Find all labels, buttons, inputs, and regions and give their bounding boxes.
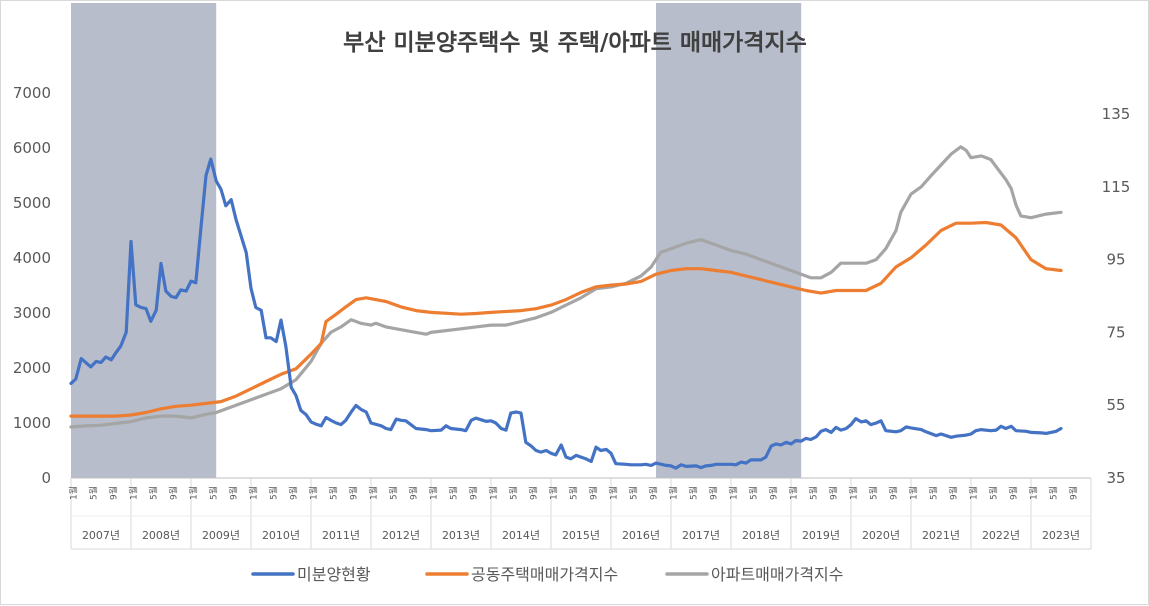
month-tick-label: 9월 xyxy=(167,486,179,500)
month-tick-label: 5월 xyxy=(867,486,879,500)
month-tick-label: 5월 xyxy=(567,486,579,500)
left-axis-tick: 5000 xyxy=(13,194,51,212)
month-tick-label: 9월 xyxy=(647,486,659,500)
left-axis-tick: 3000 xyxy=(13,304,51,322)
right-axis-tick: 55 xyxy=(1106,396,1125,414)
left-axis-tick: 7000 xyxy=(13,84,51,102)
month-tick-label: 5월 xyxy=(327,486,339,500)
month-tick-label: 1월 xyxy=(547,486,559,500)
month-tick-label: 9월 xyxy=(827,486,839,500)
month-tick-label: 5월 xyxy=(627,486,639,500)
left-axis-tick: 1000 xyxy=(13,414,51,432)
shaded-period-2 xyxy=(656,3,802,478)
month-tick-label: 1월 xyxy=(487,486,499,500)
month-tick-label: 5월 xyxy=(267,486,279,500)
month-tick-label: 1월 xyxy=(367,486,379,500)
series-line-미분양현황 xyxy=(69,157,1063,470)
left-axis-tick: 6000 xyxy=(13,139,51,157)
month-tick-label: 5월 xyxy=(387,486,399,500)
month-tick-label: 1월 xyxy=(967,486,979,500)
shaded-period-1 xyxy=(71,3,217,478)
month-tick-label: 1월 xyxy=(607,486,619,500)
left-axis-tick: 0 xyxy=(41,469,51,487)
year-label: 2015년 xyxy=(562,529,600,542)
month-tick-label: 9월 xyxy=(1067,486,1079,500)
month-tick-label: 9월 xyxy=(347,486,359,500)
month-tick-label: 5월 xyxy=(687,486,699,500)
month-tick-label: 9월 xyxy=(467,486,479,500)
chart-title: 부산 미분양주택수 및 주택/아파트 매매가격지수 xyxy=(343,30,807,56)
right-axis-tick: 135 xyxy=(1102,105,1131,123)
month-tick-label: 5월 xyxy=(147,486,159,500)
right-axis-tick: 75 xyxy=(1106,323,1125,341)
month-tick-label: 9월 xyxy=(287,486,299,500)
month-tick-label: 9월 xyxy=(707,486,719,500)
month-tick-label: 5월 xyxy=(987,486,999,500)
month-tick-label: 1월 xyxy=(667,486,679,500)
year-label: 2017년 xyxy=(682,529,720,542)
year-label: 2007년 xyxy=(82,529,120,542)
year-label: 2016년 xyxy=(622,529,660,542)
month-tick-label: 1월 xyxy=(787,486,799,500)
month-tick-label: 5월 xyxy=(447,486,459,500)
legend-label: 아파트매매가격지수 xyxy=(711,565,843,584)
year-label: 2023년 xyxy=(1042,529,1080,542)
year-label: 2021년 xyxy=(922,529,960,542)
month-tick-label: 9월 xyxy=(947,486,959,500)
month-tick-label: 1월 xyxy=(727,486,739,500)
month-tick-label: 1월 xyxy=(907,486,919,500)
month-tick-label: 5월 xyxy=(1047,486,1059,500)
year-label: 2018년 xyxy=(742,529,780,542)
month-tick-label: 5월 xyxy=(507,486,519,500)
series-line-공동주택매매가격지수 xyxy=(69,220,1063,418)
month-tick-label: 1월 xyxy=(127,486,139,500)
legend-label: 공동주택매매가격지수 xyxy=(471,565,618,584)
month-tick-label: 1월 xyxy=(427,486,439,500)
month-tick-label: 5월 xyxy=(207,486,219,500)
right-axis-tick: 115 xyxy=(1102,178,1131,196)
month-tick-label: 9월 xyxy=(407,486,419,500)
month-tick-label: 9월 xyxy=(767,486,779,500)
month-tick-label: 5월 xyxy=(747,486,759,500)
month-tick-label: 9월 xyxy=(227,486,239,500)
month-tick-label: 9월 xyxy=(887,486,899,500)
month-tick-label: 9월 xyxy=(1007,486,1019,500)
year-label: 2009년 xyxy=(202,529,240,542)
month-tick-label: 1월 xyxy=(67,486,79,500)
year-label: 2020년 xyxy=(862,529,900,542)
year-label: 2022년 xyxy=(982,529,1020,542)
left-axis-tick: 2000 xyxy=(13,359,51,377)
year-label: 2011년 xyxy=(322,529,360,542)
year-label: 2012년 xyxy=(382,529,420,542)
month-tick-label: 9월 xyxy=(587,486,599,500)
year-label: 2019년 xyxy=(802,529,840,542)
month-tick-label: 1월 xyxy=(187,486,199,500)
right-axis-tick: 95 xyxy=(1106,251,1125,269)
year-label: 2013년 xyxy=(442,529,480,542)
month-tick-label: 1월 xyxy=(307,486,319,500)
left-axis-tick: 4000 xyxy=(13,249,51,267)
month-tick-label: 5월 xyxy=(927,486,939,500)
year-label: 2014년 xyxy=(502,529,540,542)
month-tick-label: 5월 xyxy=(87,486,99,500)
right-axis-tick: 35 xyxy=(1106,469,1125,487)
month-tick-label: 9월 xyxy=(527,486,539,500)
month-tick-label: 1월 xyxy=(847,486,859,500)
month-tick-label: 9월 xyxy=(107,486,119,500)
month-tick-label: 5월 xyxy=(807,486,819,500)
legend-label: 미분양현황 xyxy=(297,565,371,584)
year-label: 2010년 xyxy=(262,529,300,542)
month-tick-label: 1월 xyxy=(247,486,259,500)
year-label: 2008년 xyxy=(142,529,180,542)
month-tick-label: 1월 xyxy=(1027,486,1039,500)
